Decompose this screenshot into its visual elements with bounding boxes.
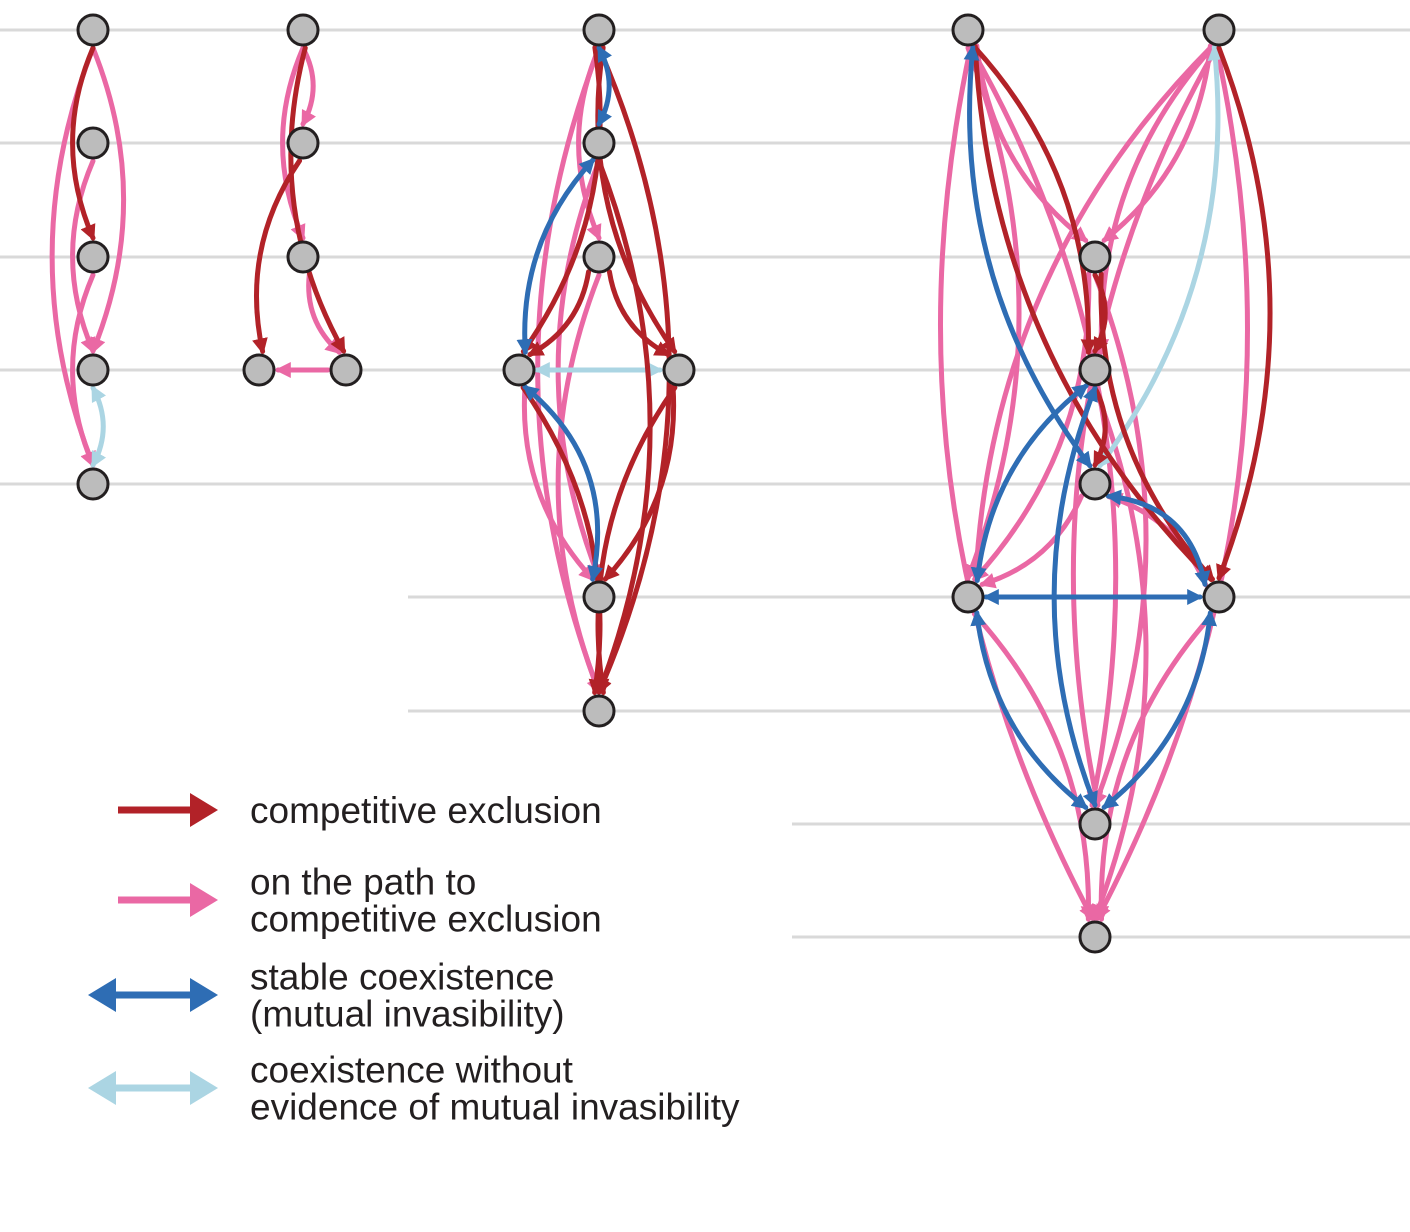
node-net-1-D xyxy=(76,353,110,387)
node-net-4-D xyxy=(1078,353,1112,387)
edge-net-3-E-F-exclusion xyxy=(602,384,677,582)
edge-net-2-A-B-path xyxy=(300,45,317,127)
edge-net-3-B-G-exclusion xyxy=(596,158,653,695)
legend-label: (mutual invasibility) xyxy=(250,994,565,1035)
node-net-2-E xyxy=(329,353,363,387)
node-net-1-C xyxy=(76,240,110,274)
edge-net-3-B-D-stable xyxy=(516,157,596,356)
level-guide-lines xyxy=(0,28,1410,939)
node-net-4-B xyxy=(1202,13,1236,47)
legend-label: evidence of mutual invasibility xyxy=(250,1087,740,1128)
edge-net-4-E-F-path xyxy=(979,493,1085,589)
legend-label: stable coexistence xyxy=(250,957,554,998)
edge-net-1-D-E-coexist xyxy=(90,385,107,468)
edge-net-2-B-D-exclusion xyxy=(252,158,303,355)
edge-net-4-E-G-stable xyxy=(1105,489,1211,588)
node-net-4-G xyxy=(1202,580,1236,614)
edge-net-4-B-D-path xyxy=(1093,44,1216,356)
species-nodes xyxy=(76,13,1236,954)
edge-net-4-D-F-stable xyxy=(970,383,1089,584)
edge-net-4-B-E-coexist xyxy=(1097,44,1224,469)
legend-label: on the path to xyxy=(250,862,476,903)
node-net-2-A xyxy=(286,13,320,47)
node-net-4-F xyxy=(951,580,985,614)
node-net-3-A xyxy=(582,13,616,47)
node-net-2-D xyxy=(242,353,276,387)
edge-net-4-C-G-exclusion xyxy=(1098,271,1215,582)
legend-item-exclusion: competitive exclusion xyxy=(118,790,602,831)
edge-net-3-A-B-stable xyxy=(596,45,613,127)
edge-net-2-A-E-exclusion xyxy=(288,45,347,354)
legend-arrowhead xyxy=(190,883,218,917)
edge-net-3-E-G-exclusion xyxy=(593,385,678,696)
node-net-4-H xyxy=(1078,807,1112,841)
legend-item-stable: stable coexistence(mutual invasibility) xyxy=(88,957,565,1035)
legend-arrowhead xyxy=(190,1071,218,1105)
edge-net-3-C-E-exclusion xyxy=(606,269,671,357)
legend-arrowhead xyxy=(88,1071,116,1105)
node-net-4-I xyxy=(1078,920,1112,954)
edge-net-1-B-D-path xyxy=(70,158,96,354)
edge-net-4-G-H-stable xyxy=(1101,609,1218,810)
node-net-3-G xyxy=(582,694,616,728)
edge-net-4-B-G-exclusion xyxy=(1216,45,1273,581)
edge-net-4-D-E-exclusion xyxy=(1092,385,1109,468)
node-net-1-E xyxy=(76,467,110,501)
node-net-3-B xyxy=(582,126,616,160)
edge-net-1-A-C-exclusion xyxy=(70,45,96,241)
legend-label: competitive exclusion xyxy=(250,899,602,940)
legend-label: competitive exclusion xyxy=(250,790,602,831)
legend-label: coexistence without xyxy=(250,1050,574,1091)
node-net-3-F xyxy=(582,580,616,614)
node-net-4-C xyxy=(1078,240,1112,274)
edge-net-3-D-F-stable xyxy=(522,384,604,583)
node-net-4-A xyxy=(951,13,985,47)
node-net-1-B xyxy=(76,126,110,160)
legend-arrowhead xyxy=(88,978,116,1012)
edge-net-1-C-E-path xyxy=(70,272,96,468)
legend-arrowhead xyxy=(190,978,218,1012)
node-net-1-A xyxy=(76,13,110,47)
legend-arrowhead xyxy=(190,793,218,827)
node-net-3-D xyxy=(502,353,536,387)
edge-net-1-A-D-path xyxy=(90,45,127,354)
node-net-4-E xyxy=(1078,467,1112,501)
edge-net-4-F-H-stable xyxy=(970,609,1089,810)
node-net-2-C xyxy=(286,240,320,274)
node-net-2-B xyxy=(286,126,320,160)
interaction-edges xyxy=(49,43,1273,923)
node-net-3-C xyxy=(582,240,616,274)
node-net-3-E xyxy=(662,353,696,387)
